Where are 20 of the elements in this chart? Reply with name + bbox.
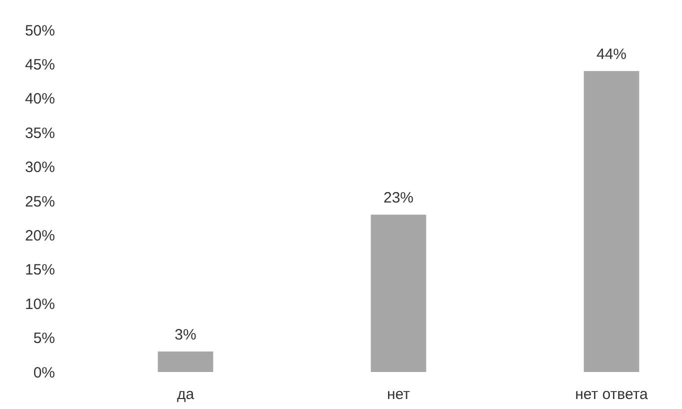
y-tick-label: 10%: [24, 296, 55, 313]
y-tick-label: 20%: [24, 227, 55, 244]
bar: [370, 214, 426, 372]
y-tick-label: 5%: [33, 330, 55, 348]
y-tick-label: 15%: [24, 262, 55, 279]
y-tick-label: 25%: [24, 193, 55, 210]
y-tick-label: 45%: [24, 56, 55, 74]
data-label: 44%: [596, 46, 627, 64]
y-tick-label: 30%: [24, 159, 55, 176]
x-tick-label: нет ответа: [575, 386, 649, 403]
bar: [158, 351, 214, 372]
x-tick-label: да: [176, 386, 195, 403]
y-tick-label: 35%: [24, 124, 55, 142]
bar: [584, 71, 640, 372]
data-label: 3%: [174, 326, 196, 344]
y-tick-label: 50%: [24, 22, 55, 40]
y-tick-label: 40%: [24, 90, 55, 108]
data-label: 23%: [383, 190, 414, 207]
x-tick-label: нет: [387, 386, 410, 403]
y-tick-label: 0%: [33, 364, 55, 382]
